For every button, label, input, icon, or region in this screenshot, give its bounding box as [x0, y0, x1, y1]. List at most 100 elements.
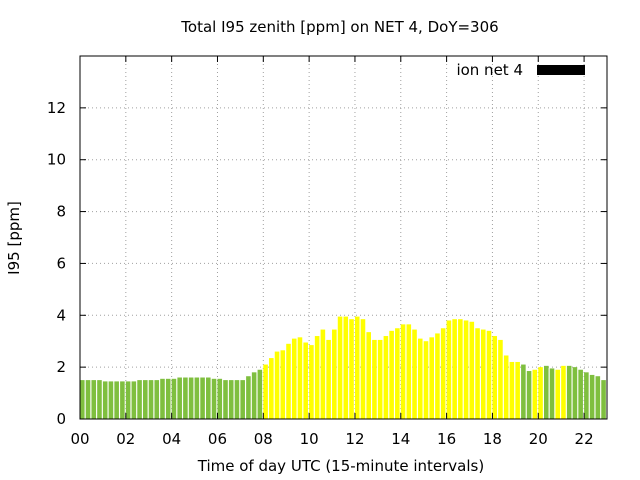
bars: [80, 316, 606, 419]
bar: [200, 377, 205, 419]
bar: [303, 342, 308, 419]
bar: [389, 330, 394, 419]
bar: [406, 324, 412, 419]
bar: [480, 329, 486, 419]
bar: [211, 378, 217, 419]
bar: [143, 380, 148, 419]
bar: [234, 380, 240, 419]
x-tick-label: 20: [529, 430, 548, 448]
bar: [194, 377, 200, 419]
bar: [97, 380, 102, 419]
bar: [566, 365, 572, 419]
bar: [171, 378, 177, 419]
bar: [91, 380, 97, 419]
bar: [148, 380, 154, 419]
bar: [309, 345, 314, 419]
chart-title: Total I95 zenith [ppm] on NET 4, DoY=306: [180, 18, 498, 36]
y-tick-label: 6: [56, 254, 66, 272]
bar: [274, 351, 280, 419]
bar: [165, 378, 171, 419]
bar: [417, 338, 423, 419]
x-axis-label: Time of day UTC (15-minute intervals): [197, 457, 484, 475]
bar: [377, 339, 383, 419]
bar: [492, 336, 498, 419]
legend: ion net 4: [456, 61, 585, 79]
y-tick-label: 4: [56, 306, 66, 324]
bar: [475, 328, 480, 419]
bar: [372, 339, 377, 419]
bar: [503, 355, 509, 419]
bar: [555, 369, 561, 419]
bar: [354, 316, 360, 419]
bar: [458, 319, 463, 419]
bar: [80, 380, 85, 419]
x-tick-label: 10: [300, 430, 319, 448]
x-tick-label: 08: [254, 430, 273, 448]
bar: [486, 330, 492, 419]
bar: [291, 338, 297, 419]
bar: [509, 361, 515, 419]
x-tick-label: 16: [437, 430, 456, 448]
bar: [543, 365, 549, 419]
bar: [120, 381, 125, 419]
y-tick-label: 8: [56, 203, 66, 221]
bar: [160, 378, 165, 419]
bar: [102, 381, 108, 419]
x-tick-labels: 00 02 04 06 08 10 12 14 16 18 20 22: [70, 430, 593, 448]
bar: [561, 365, 566, 419]
y-tick-label: 10: [47, 151, 66, 169]
bar: [366, 332, 371, 419]
bar: [240, 380, 245, 419]
bar: [228, 380, 234, 419]
bar: [280, 350, 286, 419]
bar: [526, 371, 532, 419]
bar: [223, 380, 228, 419]
bar: [177, 377, 182, 419]
bar: [521, 364, 526, 419]
bar: [297, 337, 303, 419]
bar: [538, 367, 543, 419]
x-tick-label: 22: [575, 430, 594, 448]
bar: [446, 320, 452, 419]
y-axis-label: I95 [ppm]: [5, 201, 23, 275]
bar: [584, 372, 589, 419]
bar: [349, 319, 354, 419]
bar: [263, 364, 268, 419]
bar: [217, 378, 223, 419]
bar: [257, 369, 263, 419]
x-tick-label: 14: [391, 430, 410, 448]
x-tick-label: 18: [483, 430, 502, 448]
x-tick-label: 06: [208, 430, 227, 448]
bar: [412, 329, 417, 419]
bar: [549, 368, 555, 419]
bar: [246, 376, 251, 419]
bar: [532, 369, 538, 419]
bar: [360, 319, 366, 419]
bar: [183, 377, 188, 419]
grid: [79, 56, 607, 419]
x-tick-label: 12: [345, 430, 364, 448]
bar: [498, 339, 503, 419]
x-tick-label: 04: [162, 430, 181, 448]
bar: [251, 372, 257, 419]
bar: [314, 336, 320, 419]
bar: [137, 380, 142, 419]
bar: [108, 381, 114, 419]
plot-frame: [79, 55, 608, 420]
bar: [131, 381, 137, 419]
bar: [125, 381, 131, 419]
bar: [469, 321, 475, 419]
bar: [343, 316, 349, 419]
bar: [286, 343, 291, 419]
bar: [85, 380, 91, 419]
y-tick-label: 12: [47, 99, 66, 117]
bar: [589, 374, 595, 419]
bar: [601, 380, 606, 419]
bar: [578, 369, 583, 419]
bar: [400, 324, 406, 419]
bar: [332, 329, 337, 419]
bar: [114, 381, 119, 419]
bar: [383, 336, 389, 419]
bar: [337, 316, 343, 419]
